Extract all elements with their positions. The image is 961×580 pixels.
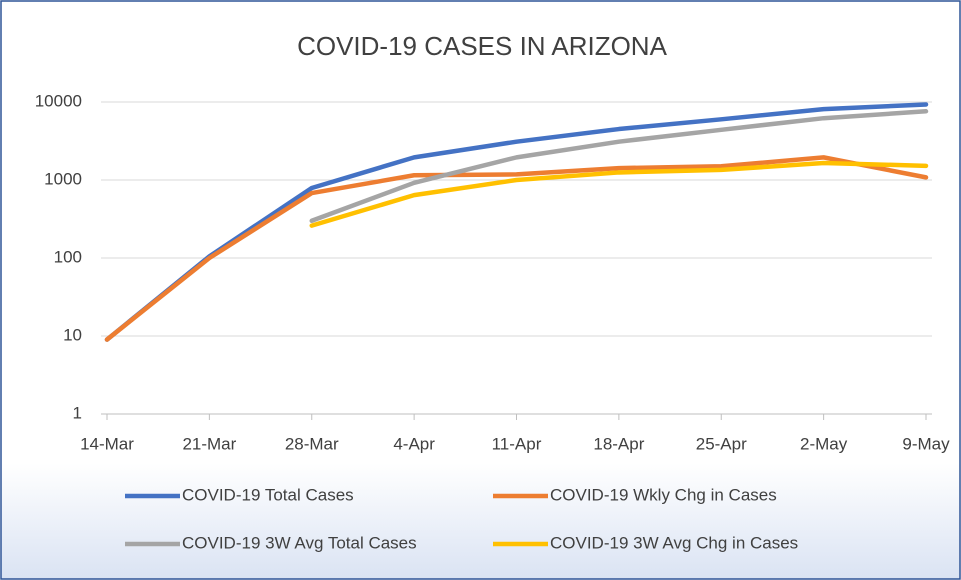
- x-tick-label: 28-Mar: [285, 434, 339, 453]
- x-tick-label: 4-Apr: [393, 434, 435, 453]
- series-line: [309, 160, 929, 228]
- y-tick-label: 1: [73, 403, 82, 422]
- series-line: [309, 109, 929, 224]
- x-tick-label: 9-May: [902, 434, 950, 453]
- x-tick-label: 21-Mar: [182, 434, 236, 453]
- y-tick-label: 1000: [44, 169, 82, 188]
- legend-label: COVID-19 Total Cases: [182, 485, 354, 504]
- y-tick-label: 10: [63, 325, 82, 344]
- legend-label: COVID-19 Wkly Chg in Cases: [550, 485, 777, 504]
- legend-label: COVID-19 3W Avg Chg in Cases: [550, 533, 798, 552]
- x-tick-label: 11-Apr: [492, 434, 542, 453]
- legend-label: COVID-19 3W Avg Total Cases: [182, 533, 417, 552]
- y-tick-label: 10000: [35, 91, 82, 110]
- y-tick-label: 100: [54, 247, 82, 266]
- chart-title: COVID-19 CASES IN ARIZONA: [297, 31, 668, 61]
- series-line: [104, 155, 929, 342]
- x-tick-label: 2-May: [800, 434, 848, 453]
- x-tick-label: 14-Mar: [80, 434, 134, 453]
- x-tick-label: 25-Apr: [696, 434, 747, 453]
- x-tick-label: 18-Apr: [593, 434, 644, 453]
- series-line: [104, 102, 929, 342]
